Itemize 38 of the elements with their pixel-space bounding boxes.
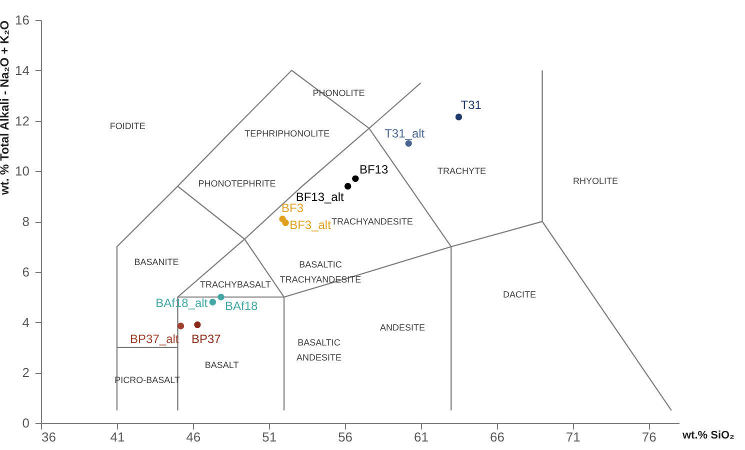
x-tick-label: 56 <box>338 430 353 444</box>
y-tick-label: 6 <box>22 264 30 280</box>
series-label: BF3_alt <box>290 218 332 232</box>
y-tick-label: 16 <box>15 12 30 28</box>
annotation: BASANITE <box>134 256 179 267</box>
annotation: BASALTIC ANDESITE <box>296 337 342 362</box>
y-tick-label: 8 <box>22 214 30 229</box>
annotation: FOIDITE <box>110 120 146 131</box>
x-tick-label: 71 <box>566 430 580 444</box>
y-tick-label: 10 <box>15 164 30 179</box>
annotation: TRACHYTE <box>438 166 486 176</box>
x-tick-label: 41 <box>110 430 125 444</box>
x-tick-label: 36 <box>42 430 56 444</box>
series-label: BAf18 <box>225 299 258 314</box>
annotation: TRACHYANDESITE <box>331 216 413 226</box>
x-axis-title: wt.% SiO₂ <box>682 430 735 442</box>
series-label: T31 <box>460 98 482 112</box>
annotation: PHONOTEPHRITE <box>198 178 276 189</box>
annotation: TRACHYBASALT <box>200 279 272 290</box>
series-label: BP37 <box>191 332 222 346</box>
x-tick-label: 66 <box>490 430 504 444</box>
y-tick-label: 2 <box>22 365 30 380</box>
x-tick-label: 46 <box>186 430 201 444</box>
x-tick-label: 61 <box>414 430 428 444</box>
y-tick-label: 12 <box>15 113 30 128</box>
annotation: BASALT <box>204 360 240 370</box>
y-tick-label: 0 <box>22 416 30 430</box>
annotation: ANDESITE <box>380 322 426 332</box>
series-label: BF13 <box>359 162 388 177</box>
y-axis-title: wt. % Total Alkali - Na₂O + K₂O <box>0 20 12 196</box>
x-tick-label: 51 <box>262 430 277 444</box>
annotation: DACITE <box>502 290 536 300</box>
annotation: TEPHRIPHONOLITE <box>244 128 330 138</box>
y-tick-label: 14 <box>15 62 30 78</box>
annotation: RHYOLITE <box>572 176 618 186</box>
y-tick-label: 4 <box>22 314 30 330</box>
x-tick-label: 76 <box>642 430 656 444</box>
series-label: T31_alt <box>384 126 426 140</box>
